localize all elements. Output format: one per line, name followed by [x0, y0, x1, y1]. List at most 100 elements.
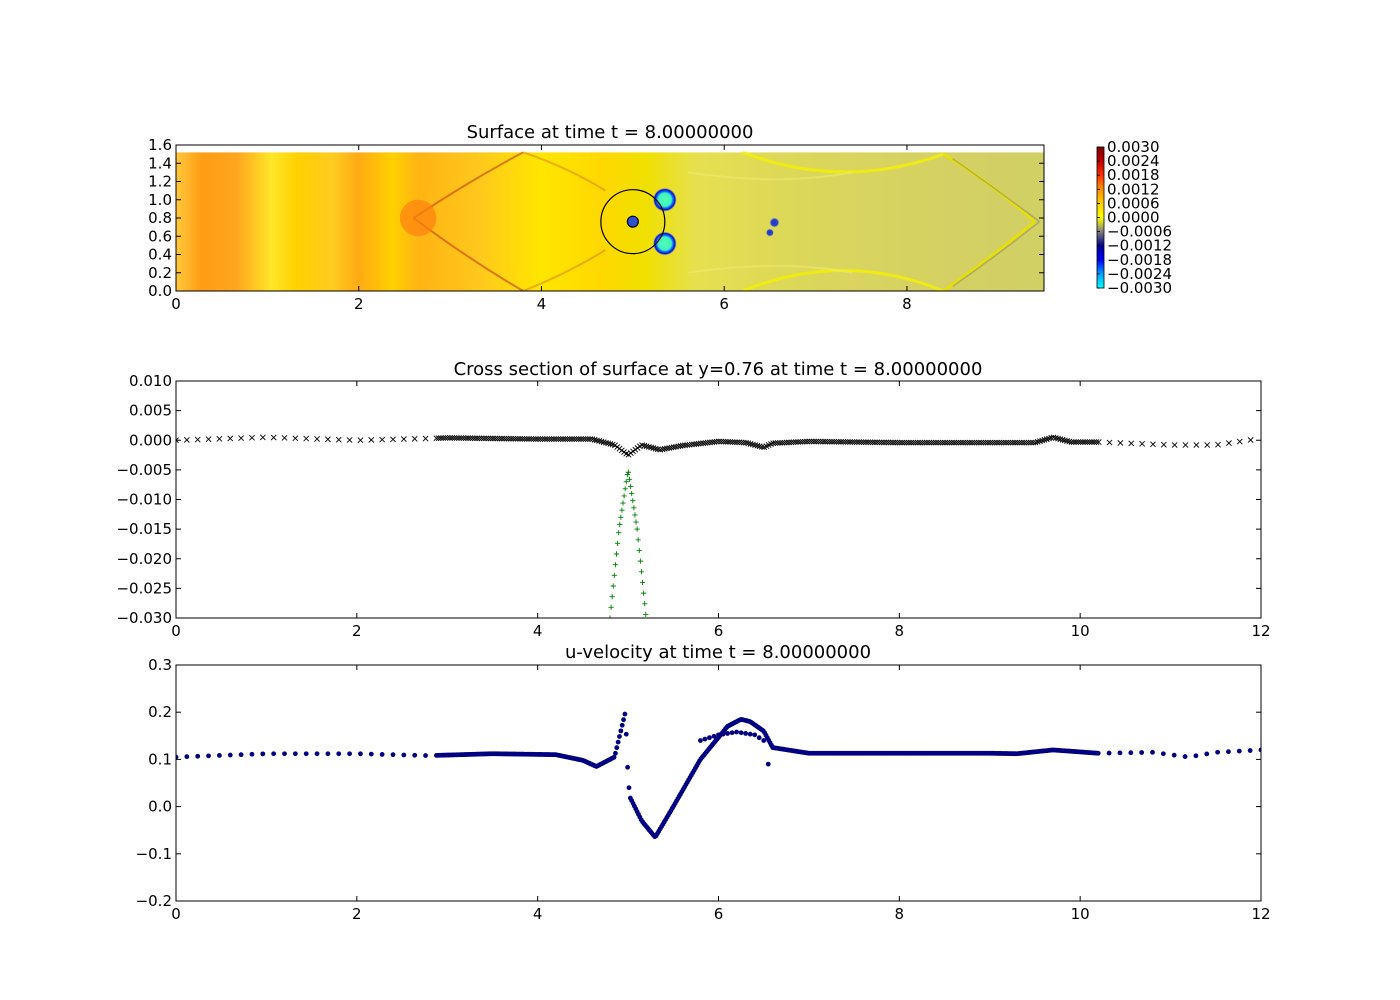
cross-section-point — [774, 440, 781, 446]
wave-crest — [687, 171, 853, 274]
cross-section-point — [303, 435, 310, 442]
initial-surface-point — [620, 500, 626, 506]
cross-section-point — [987, 439, 994, 446]
cross-section-point — [1150, 441, 1156, 448]
cross-section-point — [985, 439, 991, 446]
velocity-point — [401, 752, 407, 758]
cross-section-point — [505, 435, 512, 442]
colorbar-tick-label: −0.0024 — [1107, 265, 1172, 283]
initial-surface-point — [625, 469, 632, 475]
cross-section-point — [580, 436, 587, 442]
cross-section-point — [777, 439, 783, 446]
initial-surface-point — [614, 540, 621, 546]
cross-section-point — [910, 439, 917, 446]
velocity-point — [1247, 748, 1253, 753]
velocity-point — [622, 711, 628, 717]
velocity-branch-point — [765, 761, 771, 767]
surface-field — [176, 152, 1044, 291]
cross-section-point — [937, 439, 944, 446]
cross-section-point — [869, 439, 876, 446]
velocity-point — [1106, 750, 1112, 756]
cross-section-point — [849, 439, 856, 445]
cross-section-point — [840, 438, 847, 445]
cross-section-point — [227, 435, 234, 442]
initial-surface-point — [619, 507, 625, 513]
colorbar-tick-label: −0.0018 — [1107, 251, 1172, 269]
cross-section-point — [1018, 439, 1025, 446]
velocity-point — [1150, 749, 1155, 755]
velocity-point — [314, 751, 320, 757]
x-tick-label: 4 — [533, 905, 543, 923]
cross-section-plot: Cross section of surface at y=0.76 at ti… — [116, 359, 1270, 640]
initial-surface-point — [611, 572, 617, 578]
cross-section-point — [1077, 439, 1084, 445]
cross-section-point — [865, 439, 872, 446]
cross-section-point — [390, 436, 396, 443]
velocity-point — [617, 734, 622, 739]
x-tick-label: 10 — [1071, 905, 1090, 923]
cross-section-point — [1086, 439, 1093, 445]
cross-section-point — [449, 435, 456, 441]
cross-section-point — [587, 436, 594, 442]
cross-section-point — [831, 438, 838, 445]
velocity-point — [292, 751, 298, 757]
initial-surface-point — [617, 521, 623, 527]
velocity-branch-point — [738, 730, 744, 736]
initial-surface-point — [609, 594, 615, 600]
cross-section-point — [971, 439, 978, 446]
cross-section-point — [655, 446, 661, 453]
cross-section-point — [216, 435, 223, 442]
wave-trough — [952, 158, 1040, 288]
cross-section-point — [1075, 439, 1082, 445]
cross-section-point — [183, 436, 190, 443]
velocity-point — [1226, 749, 1231, 755]
cross-section-point — [176, 437, 179, 444]
velocity-point — [1128, 750, 1134, 756]
cross-section-point — [357, 437, 364, 444]
cross-section-point — [492, 435, 499, 442]
cross-section-point — [1095, 439, 1102, 445]
u-velocity-y-ticks: 0.3 0.2 0.1 0.0 −0.1 −0.2 — [136, 656, 1261, 910]
velocity-point — [1258, 747, 1261, 753]
initial-surface-point — [622, 486, 628, 492]
cross-section-point — [975, 439, 982, 446]
x-tick-label: 4 — [537, 295, 547, 313]
cross-section-point — [571, 436, 578, 442]
velocity-point — [325, 751, 331, 757]
velocity-point — [195, 753, 201, 759]
cross-section-point — [564, 436, 571, 442]
cross-section-point — [872, 439, 878, 446]
u-velocity-x-ticks: 0 2 4 6 8 10 12 — [171, 665, 1271, 923]
cross-section-point — [555, 436, 562, 442]
cross-section-point — [444, 434, 451, 441]
cross-section-point — [1012, 439, 1018, 446]
cross-section-point — [1021, 439, 1028, 446]
initial-surface-point — [635, 537, 641, 543]
cross-section-point — [982, 439, 989, 446]
cross-section-point — [569, 436, 575, 442]
x-tick-label: 12 — [1251, 622, 1270, 640]
cross-section-point — [856, 439, 863, 446]
cross-section-point — [458, 435, 465, 441]
obstacle-outer-circle — [600, 189, 666, 255]
cross-section-point — [989, 439, 996, 446]
cross-section-point — [1128, 440, 1135, 447]
velocity-point — [176, 754, 179, 760]
cross-section-point — [720, 438, 727, 445]
cross-section-point — [835, 438, 842, 445]
depression-spot — [765, 228, 774, 237]
cross-section-point — [499, 435, 505, 442]
initial-surface-point — [633, 519, 639, 525]
cross-section-point — [770, 440, 777, 447]
y-tick-label: −0.025 — [116, 579, 172, 597]
cross-section-x-ticks: 0 2 4 6 8 10 12 — [171, 381, 1271, 640]
velocity-branch-point — [725, 731, 730, 736]
cross-section-point — [788, 439, 795, 446]
cross-section-point — [670, 444, 677, 451]
y-tick-label: 1.2 — [148, 173, 172, 191]
velocity-point — [227, 752, 233, 758]
velocity-point — [623, 731, 629, 737]
surface-heatmap-plot: Surface at time t = 8.00000000 0 2 4 6 8 0.0… — [148, 122, 1045, 313]
cross-section-point — [716, 438, 722, 445]
cross-section-point — [582, 436, 589, 442]
